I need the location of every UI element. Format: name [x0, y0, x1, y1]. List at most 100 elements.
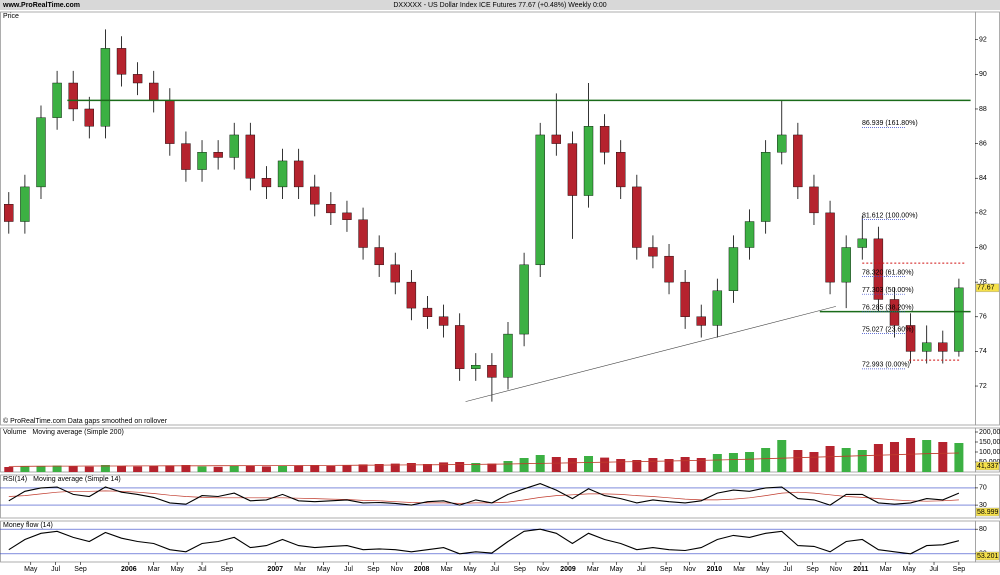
- fib-label: 72.993 (0.00%): [862, 362, 910, 369]
- candle-body: [921, 342, 932, 352]
- series-line: [8, 452, 959, 467]
- y-tick-label: 76: [979, 314, 987, 321]
- y-tick-label: 82: [979, 210, 987, 217]
- x-tick-label: Jul: [783, 566, 792, 573]
- volume-bar: [551, 457, 561, 472]
- volume-bar: [213, 466, 223, 472]
- candle-body: [68, 82, 78, 110]
- volume-bar: [567, 458, 577, 472]
- x-tick-label: 2007: [267, 566, 283, 573]
- candle-body: [342, 212, 352, 220]
- y-tick-label: 80: [979, 244, 987, 251]
- x-tick-label: Jul: [198, 566, 207, 573]
- volume-bar: [390, 463, 400, 472]
- candle-body: [438, 316, 449, 326]
- volume-bar: [809, 452, 819, 472]
- candle-body: [616, 152, 626, 188]
- volume-bar: [20, 466, 30, 472]
- x-tick-label: Sep: [367, 566, 380, 573]
- chart-title: DXXXXX - US Dollar Index ICE Futures 77.…: [393, 2, 606, 9]
- candle-body: [36, 117, 46, 188]
- x-tick-label: Sep: [513, 566, 526, 573]
- volume-bar: [648, 458, 658, 472]
- volume-bar: [149, 466, 159, 472]
- source: www.ProRealTime.com: [2, 2, 80, 9]
- x-tick-label: Sep: [953, 566, 966, 573]
- legend-entry: Money flow (14): [3, 522, 53, 529]
- volume-bar: [487, 463, 497, 472]
- volume-bar: [728, 453, 738, 472]
- candle-body: [487, 365, 497, 378]
- candle-body: [551, 134, 562, 144]
- readout: 58.999: [977, 509, 999, 516]
- series-line: [8, 490, 959, 504]
- volume-bar: [922, 440, 932, 472]
- candle-body: [954, 287, 964, 352]
- volume-bar: [761, 448, 771, 472]
- candle-body: [229, 134, 239, 158]
- volume-bar: [616, 459, 626, 472]
- candle-body: [20, 186, 30, 222]
- volume-bar: [374, 464, 384, 472]
- trendline: [465, 306, 836, 402]
- candle-body: [132, 74, 143, 84]
- x-tick-label: 2010: [707, 566, 723, 573]
- volume-bar: [455, 462, 465, 472]
- candle-body: [454, 325, 465, 369]
- candle-body: [326, 204, 336, 214]
- y-tick-label: 30: [979, 502, 987, 509]
- candle-body: [535, 134, 545, 266]
- x-tick-label: 2006: [121, 566, 137, 573]
- volume-bar: [278, 466, 288, 472]
- candle-body: [390, 264, 400, 283]
- x-tick-label: Mar: [148, 566, 161, 573]
- candle-body: [277, 160, 288, 188]
- volume-bar: [793, 450, 803, 472]
- x-tick-label: Jul: [930, 566, 939, 573]
- volume-bar: [422, 464, 432, 472]
- volume-bar: [245, 465, 255, 472]
- volume-bar: [439, 462, 449, 472]
- volume-bar: [326, 466, 336, 472]
- volume-bar: [229, 466, 239, 472]
- volume-bar: [584, 456, 594, 472]
- candle-body: [777, 134, 787, 153]
- panel-frame: [0, 11, 976, 426]
- readout: 53.201: [977, 553, 999, 560]
- x-tick-label: Sep: [660, 566, 673, 573]
- volume-bar: [181, 465, 191, 472]
- x-tick-label: May: [610, 566, 624, 573]
- candle-body: [825, 212, 835, 283]
- legend-entry: Volume: [3, 429, 26, 436]
- x-tick-label: 2011: [853, 566, 868, 573]
- x-tick-label: Nov: [537, 566, 550, 573]
- volume-bar: [100, 465, 110, 472]
- candle-body: [664, 255, 674, 283]
- candle-body: [519, 264, 529, 335]
- y-tick-label: 90: [979, 71, 987, 78]
- x-tick-label: Jul: [637, 566, 646, 573]
- x-tick-label: May: [317, 566, 331, 573]
- x-tick-label: Jul: [51, 566, 60, 573]
- volume-bar: [519, 458, 529, 472]
- candle-body: [889, 299, 900, 326]
- candle-body: [905, 325, 916, 352]
- volume-bar: [503, 461, 513, 472]
- x-tick-label: Nov: [391, 566, 404, 573]
- fib-label: 75.027 (23.60%): [862, 326, 914, 333]
- x-tick-label: Sep: [74, 566, 87, 573]
- volume-bar: [36, 466, 46, 472]
- series-line: [8, 483, 960, 506]
- legend-entry: Moving average (Simple 14): [33, 476, 121, 483]
- y-tick-label: 70: [979, 485, 987, 492]
- volume-bar: [197, 466, 207, 472]
- candle-body: [84, 108, 95, 127]
- candle-body: [503, 333, 513, 378]
- candle-body: [52, 82, 62, 118]
- candle-body: [165, 100, 175, 144]
- candle-body: [599, 126, 610, 153]
- volume-bar: [696, 458, 706, 472]
- y-tick-label: 92: [979, 37, 987, 44]
- candle-body: [245, 134, 256, 179]
